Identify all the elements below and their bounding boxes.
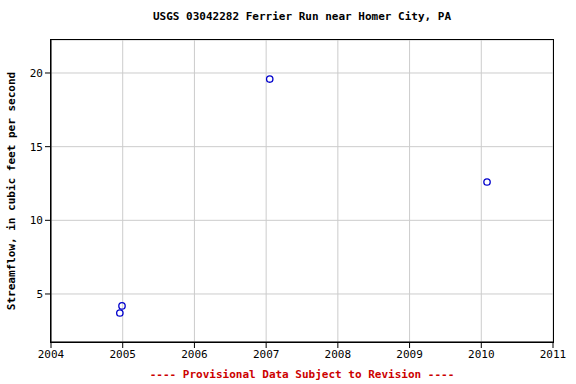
svg-text:2006: 2006 [181, 348, 208, 361]
html-text:USGS 03042282 Ferrier Run near: USGS 03042282 Ferrier Run near Homer Cit… [153, 10, 451, 23]
html-text:---- Provisional Data Subject: ---- Provisional Data Subject to Revisio… [149, 368, 455, 381]
svg-text:2011: 2011 [540, 348, 567, 361]
svg-text:2008: 2008 [325, 348, 352, 361]
svg-text:2005: 2005 [109, 348, 136, 361]
svg-text:20: 20 [30, 67, 43, 80]
svg-text:2007: 2007 [253, 348, 280, 361]
svg-text:5: 5 [36, 288, 43, 301]
svg-text:2010: 2010 [468, 348, 495, 361]
svg-text:15: 15 [30, 141, 43, 154]
svg-text:2004: 2004 [38, 348, 65, 361]
svg-text:2009: 2009 [396, 348, 423, 361]
svg-text:10: 10 [30, 214, 43, 227]
html-text:Streamflow, in cubic feet per: Streamflow, in cubic feet per second [5, 71, 18, 311]
